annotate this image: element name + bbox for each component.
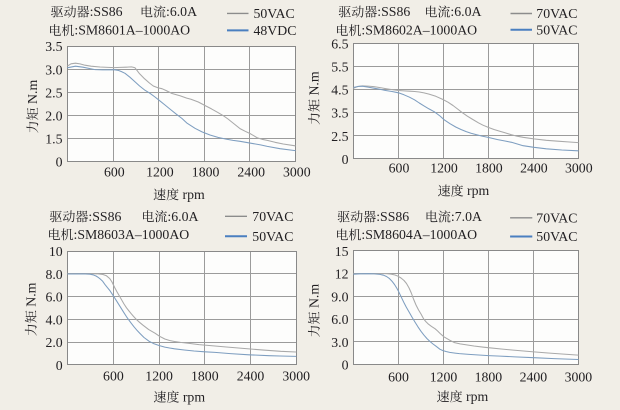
svg-text::SS86: :SS86	[90, 4, 123, 19]
svg-text::SS86: :SS86	[376, 209, 409, 224]
svg-text:0: 0	[56, 155, 63, 170]
svg-text:2.5: 2.5	[45, 85, 62, 100]
svg-text:1800: 1800	[475, 161, 503, 176]
svg-text:3000: 3000	[565, 369, 593, 384]
svg-text:600: 600	[388, 369, 409, 384]
svg-text:600: 600	[389, 161, 410, 176]
svg-text:1.5: 1.5	[45, 131, 62, 146]
svg-text:5.5: 5.5	[331, 60, 348, 75]
svg-text:3000: 3000	[565, 161, 593, 176]
svg-text:2.0: 2.0	[45, 108, 62, 123]
svg-text:N.m: N.m	[306, 284, 321, 312]
svg-text:N.m: N.m	[25, 80, 40, 108]
svg-text::SS86: :SS86	[377, 4, 410, 19]
svg-text::SM8602A–1000AO: :SM8602A–1000AO	[361, 23, 477, 38]
svg-text:4.0: 4.0	[45, 312, 62, 327]
svg-text:2.0: 2.0	[45, 335, 62, 350]
svg-text::6.0A: :6.0A	[450, 4, 481, 19]
svg-text:3.0: 3.0	[45, 62, 62, 77]
svg-text:1800: 1800	[192, 164, 220, 179]
svg-text:70VAC: 70VAC	[252, 209, 293, 224]
svg-text:70VAC: 70VAC	[536, 6, 577, 21]
svg-text:3000: 3000	[282, 369, 310, 384]
svg-text:1200: 1200	[430, 161, 458, 176]
svg-text:6.5: 6.5	[331, 37, 348, 52]
svg-text:1200: 1200	[145, 369, 173, 384]
svg-text:2400: 2400	[237, 369, 265, 384]
svg-text:2400: 2400	[520, 161, 548, 176]
svg-text::SS86: :SS86	[88, 209, 121, 224]
svg-text:1200: 1200	[146, 164, 174, 179]
svg-text:6.0: 6.0	[45, 290, 62, 305]
svg-text:2400: 2400	[237, 164, 265, 179]
svg-text:0: 0	[342, 358, 349, 373]
svg-text:3.5: 3.5	[331, 106, 348, 121]
svg-text:9.0: 9.0	[331, 289, 348, 304]
svg-text:rpm: rpm	[464, 183, 490, 198]
svg-text:rpm: rpm	[463, 389, 489, 404]
svg-text:0: 0	[56, 358, 63, 373]
svg-text:600: 600	[103, 369, 124, 384]
svg-text:70VAC: 70VAC	[536, 210, 577, 225]
svg-text:1800: 1800	[475, 369, 503, 384]
svg-text:rpm: rpm	[179, 389, 205, 404]
svg-text:1800: 1800	[191, 369, 219, 384]
svg-text:2.5: 2.5	[331, 129, 348, 144]
svg-text:50VAC: 50VAC	[254, 6, 295, 21]
svg-text:8.0: 8.0	[45, 267, 62, 282]
svg-text::SM8601A–1000AO: :SM8601A–1000AO	[74, 23, 190, 38]
svg-text:1200: 1200	[430, 369, 458, 384]
svg-text:rpm: rpm	[179, 187, 205, 202]
svg-text:48VDC: 48VDC	[254, 23, 297, 38]
svg-text:600: 600	[104, 164, 125, 179]
svg-text:6.0: 6.0	[331, 312, 348, 327]
svg-text:N.m: N.m	[23, 282, 38, 310]
svg-text::SM8604A–1000AO: :SM8604A–1000AO	[361, 227, 477, 242]
svg-text::6.0A: :6.0A	[167, 209, 198, 224]
svg-text::7.0A: :7.0A	[451, 209, 482, 224]
svg-text:10: 10	[49, 244, 63, 259]
svg-text:12: 12	[335, 267, 349, 282]
svg-text:3000: 3000	[283, 164, 311, 179]
svg-text:50VAC: 50VAC	[536, 22, 577, 37]
svg-text:3.5: 3.5	[45, 39, 62, 54]
svg-text:3.0: 3.0	[331, 335, 348, 350]
svg-text:2400: 2400	[520, 369, 548, 384]
svg-text:50VAC: 50VAC	[536, 229, 577, 244]
svg-text::SM8603A–1000AO: :SM8603A–1000AO	[74, 227, 190, 242]
svg-text:4.5: 4.5	[331, 83, 348, 98]
svg-text:0: 0	[342, 152, 349, 167]
svg-text:50VAC: 50VAC	[252, 229, 293, 244]
svg-text:15: 15	[335, 244, 349, 259]
svg-text::6.0A: :6.0A	[166, 4, 197, 19]
svg-text:N.m: N.m	[306, 71, 321, 99]
